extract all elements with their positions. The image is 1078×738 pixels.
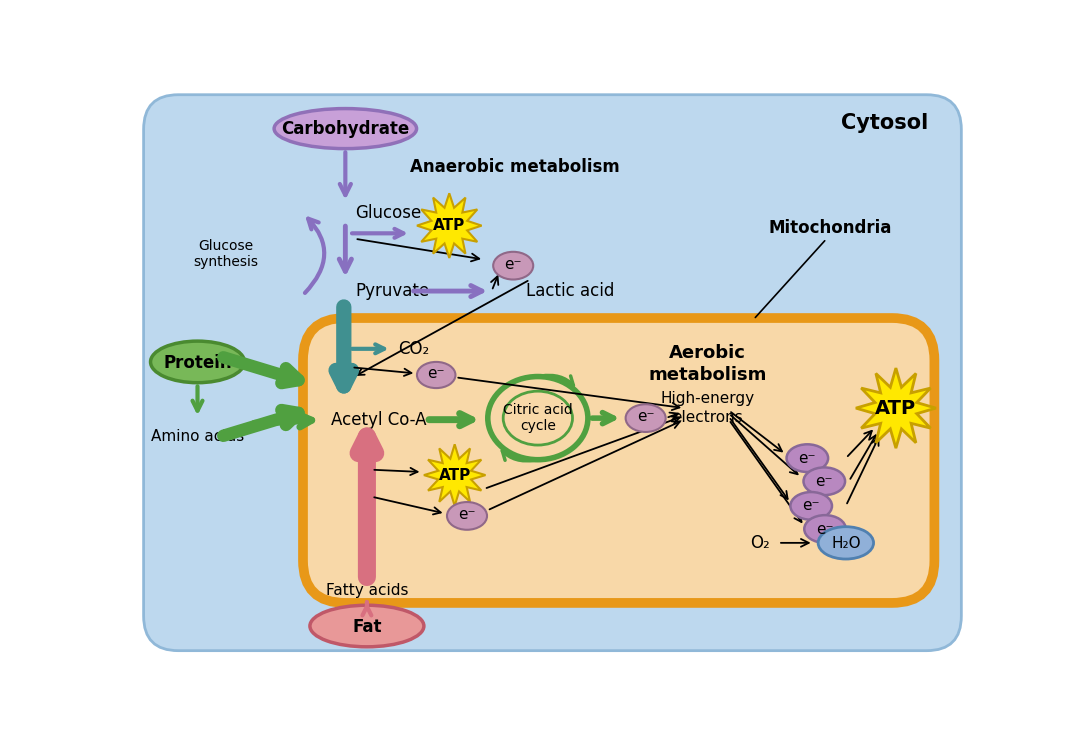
Text: ATP: ATP (433, 218, 466, 233)
Ellipse shape (503, 391, 572, 445)
FancyArrowPatch shape (540, 376, 573, 385)
Text: Acetyl Co-A: Acetyl Co-A (331, 410, 427, 429)
FancyBboxPatch shape (143, 94, 962, 651)
Text: O₂: O₂ (749, 534, 770, 552)
Ellipse shape (274, 108, 416, 148)
Text: CO₂: CO₂ (398, 339, 429, 358)
Text: Amino acids: Amino acids (151, 429, 244, 444)
Ellipse shape (790, 492, 832, 520)
Text: ATP: ATP (439, 468, 471, 483)
Ellipse shape (787, 444, 828, 472)
Text: Glucose: Glucose (356, 204, 421, 222)
Polygon shape (424, 444, 485, 506)
Text: Fat: Fat (353, 618, 382, 636)
Text: Glucose
synthesis: Glucose synthesis (193, 239, 259, 269)
Ellipse shape (625, 404, 665, 432)
FancyBboxPatch shape (303, 318, 935, 603)
Text: e⁻: e⁻ (816, 474, 833, 489)
Ellipse shape (417, 362, 455, 388)
FancyArrowPatch shape (502, 451, 535, 461)
Polygon shape (417, 193, 482, 258)
Text: Aerobic
metabolism: Aerobic metabolism (648, 344, 766, 384)
Text: Protein: Protein (163, 354, 232, 372)
Ellipse shape (151, 341, 245, 383)
Text: Mitochondria: Mitochondria (769, 219, 893, 238)
Text: e⁻: e⁻ (505, 257, 522, 272)
Ellipse shape (818, 527, 873, 559)
Ellipse shape (487, 376, 588, 460)
Text: e⁻: e⁻ (458, 507, 475, 522)
Text: e⁻: e⁻ (799, 451, 816, 466)
Ellipse shape (803, 467, 845, 495)
Ellipse shape (493, 252, 534, 280)
Text: e⁻: e⁻ (637, 409, 654, 424)
Text: e⁻: e⁻ (428, 366, 445, 381)
Text: Pyruvate: Pyruvate (356, 282, 429, 300)
Ellipse shape (447, 502, 487, 530)
Text: Lactic acid: Lactic acid (526, 282, 614, 300)
Text: e⁻: e⁻ (816, 522, 833, 537)
Text: ATP: ATP (875, 399, 916, 418)
Text: Cytosol: Cytosol (841, 113, 928, 133)
Polygon shape (856, 368, 936, 448)
Text: High-energy
electrons: High-energy electrons (660, 391, 755, 425)
Text: Fatty acids: Fatty acids (326, 583, 409, 598)
Text: Anaerobic metabolism: Anaerobic metabolism (410, 158, 620, 176)
Text: Citric acid
cycle: Citric acid cycle (503, 403, 572, 433)
FancyArrowPatch shape (305, 218, 324, 293)
Text: Carbohydrate: Carbohydrate (281, 120, 410, 138)
Ellipse shape (310, 605, 424, 646)
Ellipse shape (804, 515, 846, 543)
Text: H₂O: H₂O (831, 536, 860, 551)
Text: e⁻: e⁻ (802, 498, 820, 514)
